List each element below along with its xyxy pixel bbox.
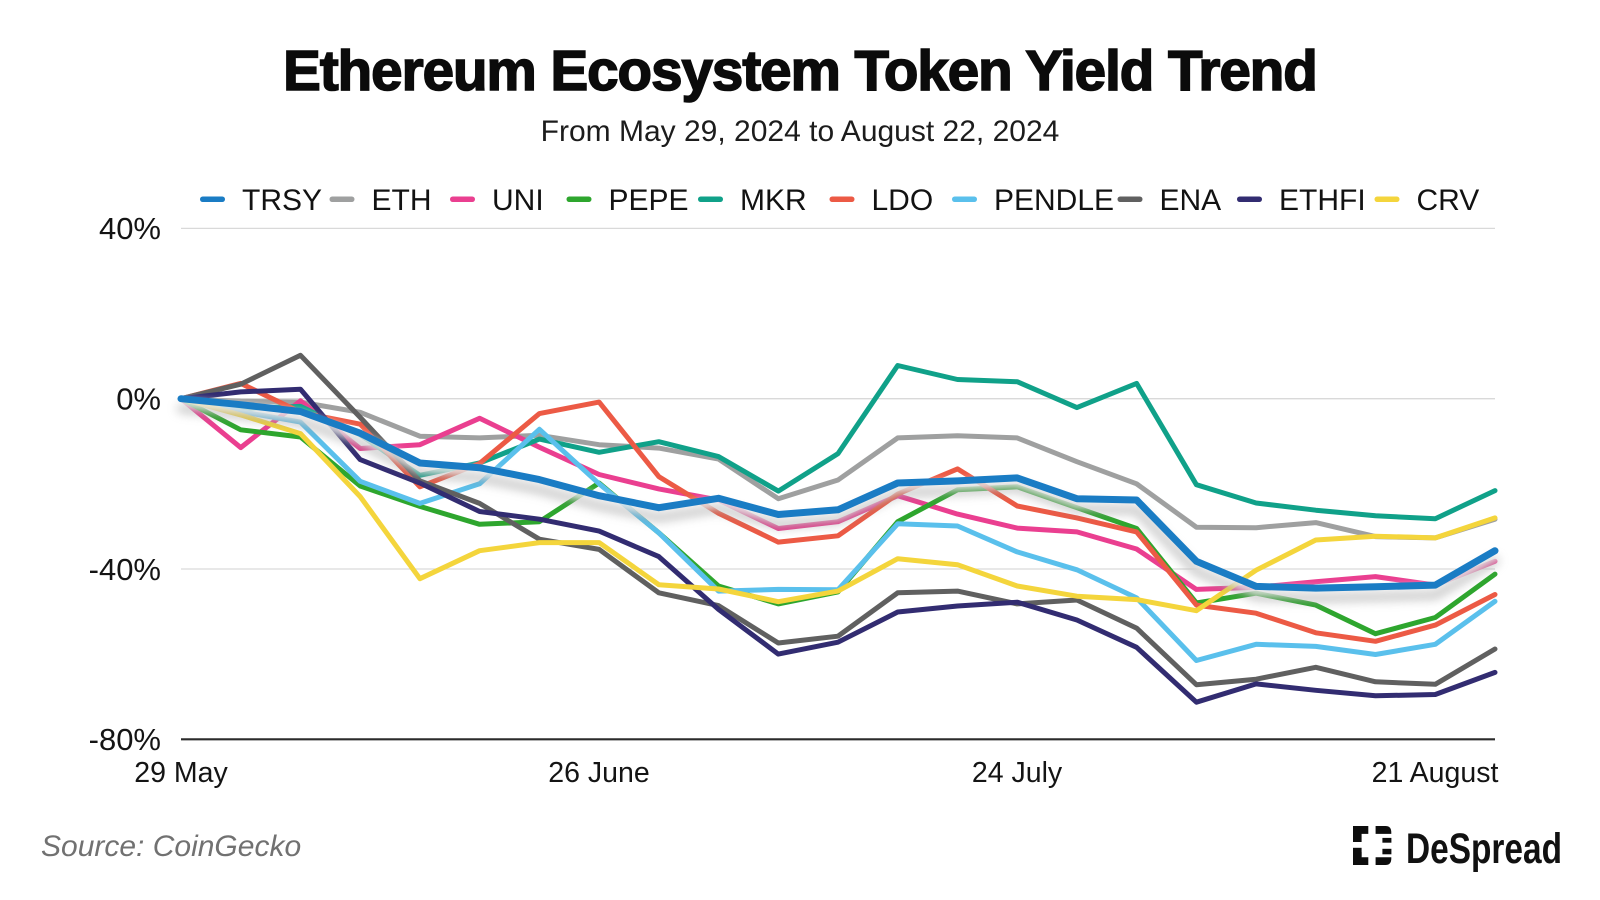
svg-text:Source: CoinGecko: Source: CoinGecko [41,830,301,863]
svg-text:29 May: 29 May [134,757,228,789]
svg-text:40%: 40% [99,211,161,246]
svg-text:CRV: CRV [1417,184,1480,217]
svg-text:-40%: -40% [89,552,161,587]
svg-text:DeSpread: DeSpread [1406,825,1562,873]
svg-text:TRSY: TRSY [242,184,322,217]
svg-text:0%: 0% [116,382,161,417]
svg-text:24 July: 24 July [972,757,1063,789]
svg-text:PENDLE: PENDLE [994,184,1114,217]
svg-text:From May 29, 2024 to August 22: From May 29, 2024 to August 22, 2024 [541,115,1060,148]
svg-text:-80%: -80% [89,722,161,757]
svg-text:ETHFI: ETHFI [1279,184,1366,217]
svg-text:Ethereum Ecosystem Token Yield: Ethereum Ecosystem Token Yield Trend [283,39,1317,102]
svg-text:ETH: ETH [372,184,432,217]
svg-text:MKR: MKR [740,184,807,217]
svg-text:UNI: UNI [492,184,544,217]
svg-text:LDO: LDO [872,184,934,217]
svg-text:21 August: 21 August [1372,757,1499,789]
svg-text:26 June: 26 June [548,757,649,789]
svg-text:PEPE: PEPE [609,184,689,217]
svg-text:ENA: ENA [1160,184,1222,217]
